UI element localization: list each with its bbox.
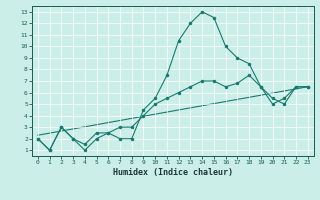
X-axis label: Humidex (Indice chaleur): Humidex (Indice chaleur) xyxy=(113,168,233,177)
